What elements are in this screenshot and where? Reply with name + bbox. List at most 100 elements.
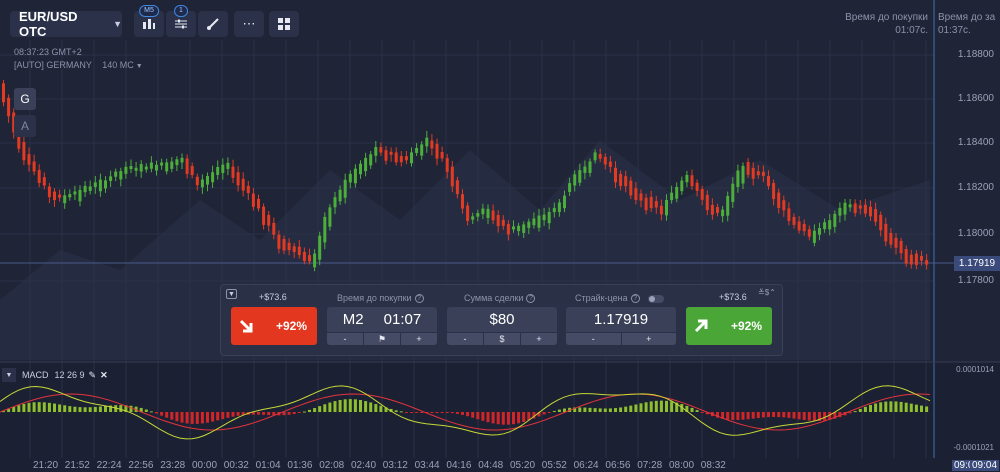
a-button[interactable]: A	[14, 115, 36, 137]
macd-histogram-bar	[828, 412, 832, 420]
candle	[792, 217, 796, 225]
candle	[98, 179, 102, 192]
macd-params: 12 26 9	[54, 370, 85, 380]
payout-settings-icon[interactable]: ≚$⌃	[758, 288, 776, 297]
time-tick: 23:28	[160, 460, 186, 471]
macd-histogram-bar	[675, 402, 679, 412]
time-minus-button[interactable]: -	[327, 333, 364, 345]
candle	[353, 168, 357, 184]
macd-histogram-bar	[292, 412, 296, 415]
macd-histogram-bar	[251, 412, 255, 415]
macd-histogram-bar	[257, 412, 260, 415]
put-percent: +92%	[275, 319, 307, 333]
macd-histogram-bar	[445, 412, 449, 413]
macd-histogram-bar	[93, 406, 97, 412]
macd-histogram-bar	[506, 412, 510, 425]
macd-histogram-bar	[782, 412, 786, 418]
candle	[772, 183, 776, 200]
macd-histogram-bar	[772, 412, 776, 417]
candle	[93, 182, 97, 187]
macd-histogram-bar	[731, 412, 735, 420]
indicators-button[interactable]: 1	[166, 5, 196, 37]
macd-histogram-bar	[328, 402, 332, 412]
put-button[interactable]: +92%	[231, 307, 317, 345]
time-tick: 09:0	[952, 460, 976, 471]
candle	[42, 177, 46, 186]
candle	[506, 224, 510, 235]
trade-panel: ▼ +$73.6 +$73.6 ≚$⌃ Время до покупки? Су…	[220, 284, 783, 356]
amount-plus-button[interactable]: +	[521, 333, 557, 345]
macd-histogram-bar	[481, 412, 485, 421]
arrow-down-right-icon	[239, 319, 253, 333]
time-tick: 00:32	[223, 460, 249, 471]
macd-histogram-bar	[665, 400, 668, 412]
macd-histogram-bar	[216, 412, 220, 421]
help-icon[interactable]: ?	[414, 294, 424, 304]
put-payout: +$73.6	[259, 292, 287, 302]
macd-histogram-bar	[83, 407, 87, 412]
macd-histogram-bar	[517, 412, 521, 424]
strike-field[interactable]: 1.17919 - +	[566, 307, 676, 345]
amount-minus-button[interactable]: -	[447, 333, 484, 345]
macd-histogram-bar	[833, 412, 837, 419]
collapse-panel-button[interactable]: ▼	[226, 289, 237, 299]
macd-histogram-bar	[695, 410, 699, 412]
time-label: Время до покупки?	[337, 293, 424, 304]
macd-histogram-bar	[614, 408, 617, 412]
indicators-badge: 1	[174, 5, 188, 17]
amount-field[interactable]: $80 - $ +	[447, 307, 557, 345]
drawing-tools-button[interactable]	[198, 11, 228, 37]
macd-histogram-bar	[920, 405, 923, 412]
candle	[7, 97, 11, 117]
candle	[848, 204, 852, 208]
ping-label[interactable]: 140 MC	[102, 60, 134, 70]
help-icon[interactable]: ?	[526, 294, 536, 304]
macd-histogram-bar	[884, 401, 888, 412]
indicator-menu-button[interactable]: ▼	[2, 368, 16, 382]
time-tick: 05:20	[510, 460, 536, 471]
strike-toggle[interactable]	[648, 294, 665, 303]
g-button[interactable]: G	[14, 88, 36, 110]
macd-histogram-bar	[37, 402, 41, 412]
candle	[920, 256, 923, 261]
strike-plus-button[interactable]: +	[621, 333, 676, 345]
flag-icon[interactable]: ⚑	[364, 333, 401, 345]
asset-selector[interactable]: EUR/USD OTC ▼	[10, 9, 122, 39]
help-icon[interactable]: ?	[630, 294, 640, 304]
layout-button[interactable]	[269, 11, 299, 37]
call-button[interactable]: +92%	[686, 307, 772, 345]
macd-histogram-bar	[889, 401, 893, 412]
candle	[119, 171, 123, 180]
time-field[interactable]: M2 01:07 - ⚑ +	[327, 307, 437, 345]
macd-histogram-bar	[63, 405, 67, 412]
macd-histogram-bar	[608, 408, 612, 412]
time-frame: M2	[342, 311, 364, 328]
candle	[369, 154, 373, 166]
candle	[246, 185, 250, 194]
macd-histogram-bar	[185, 412, 189, 424]
close-icon[interactable]: ✕	[100, 369, 108, 380]
macd-histogram-bar	[491, 412, 495, 424]
candle	[200, 179, 204, 188]
strike-minus-button[interactable]: -	[566, 333, 622, 345]
candle	[894, 237, 898, 248]
candle	[17, 128, 21, 149]
time-plus-button[interactable]: +	[401, 333, 437, 345]
candle	[925, 260, 929, 265]
currency-button[interactable]: $	[484, 333, 521, 345]
candle	[909, 254, 913, 265]
more-button[interactable]: ⋯	[234, 11, 264, 37]
macd-histogram-bar	[221, 412, 225, 420]
candle	[746, 162, 750, 175]
region-label: [AUTO] GERMANY	[14, 60, 92, 70]
candle	[471, 216, 475, 220]
candle	[292, 246, 296, 253]
macd-histogram-bar	[792, 412, 796, 419]
grid-icon	[278, 18, 290, 30]
time-tick: 04:16	[446, 460, 472, 471]
chart-type-button[interactable]: M5	[134, 5, 164, 37]
pencil-icon[interactable]: ✎	[88, 369, 97, 380]
macd-histogram-bar	[379, 405, 383, 412]
macd-histogram-bar	[659, 400, 663, 412]
